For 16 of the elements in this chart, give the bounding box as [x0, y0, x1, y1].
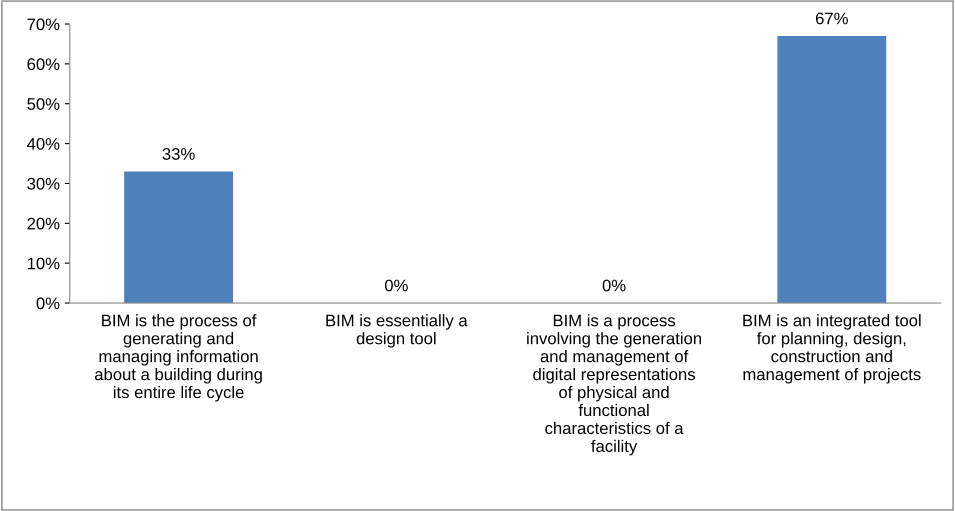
x-tick-label: BIM is the process of generating and managing information about a building during its entire life cycle: [94, 314, 262, 402]
data-label: 67%: [816, 12, 848, 24]
y-tick-label: 40%: [27, 138, 60, 150]
x-tick-label: BIM is an integrated tool for planning, design, construction and management of projects: [743, 314, 921, 384]
x-tick-label: BIM is essentially a design tool: [326, 314, 468, 348]
data-label: 0%: [384, 280, 408, 292]
y-tick-label: 60%: [27, 58, 60, 70]
y-tick-label: 0%: [36, 297, 60, 310]
data-label: 33%: [162, 148, 195, 160]
y-tick-label: 70%: [27, 18, 60, 30]
y-tick-label: 20%: [27, 218, 60, 230]
data-label: 0%: [602, 280, 626, 292]
y-tick-label: 10%: [28, 258, 60, 270]
y-tick-label: 30%: [27, 178, 60, 190]
y-tick-label: 50%: [27, 98, 60, 110]
x-tick-label: BIM is a process involving the generation and management of digital representations of physical and functional characteristics of a facility: [527, 314, 702, 456]
